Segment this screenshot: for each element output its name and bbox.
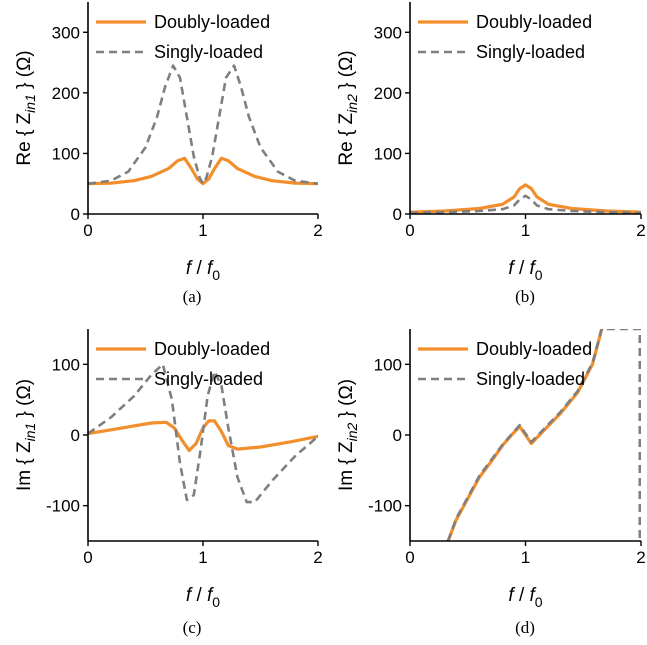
- chart-panel-2: 0 1 2 0 100 200 300 f / f0 Re { Zin2 } (Ω) Doubly…: [336, 2, 646, 306]
- chart-panel-4: 0 1 2 -100 0 100 f / f0 Im { Zin2 } (Ω) Doubly-l…: [336, 329, 646, 637]
- x-tick-label: 0: [405, 548, 414, 567]
- panel-caption: (c): [183, 618, 202, 637]
- panel-caption: (d): [515, 618, 535, 637]
- x-tick-label: 0: [83, 548, 92, 567]
- x-axis-label: f / f0: [508, 258, 542, 283]
- y-tick-label: 0: [393, 205, 402, 224]
- x-tick-label: 0: [83, 221, 92, 240]
- legend-label: Doubly-loaded: [476, 12, 592, 32]
- legend-label: Singly-loaded: [476, 42, 585, 62]
- chart-panel-3: 0 1 2 -100 0 100 f / f0 Im { Zin1 } (Ω) Doubly-l…: [14, 329, 323, 637]
- chart-panel-1: 0 1 2 0 100 200 300 f / f0 Re { Zin1 } (Ω) Doubly…: [14, 2, 323, 306]
- x-tick-label: 1: [198, 221, 207, 240]
- legend: Doubly-loaded Singly-loaded: [96, 339, 270, 389]
- x-tick-label: 2: [313, 548, 322, 567]
- y-tick-label: 300: [374, 23, 402, 42]
- legend-label: Doubly-loaded: [154, 12, 270, 32]
- y-tick-label: 100: [52, 355, 80, 374]
- x-tick-label: 2: [636, 221, 645, 240]
- y-tick-label: 300: [52, 23, 80, 42]
- x-tick-label: 2: [313, 221, 322, 240]
- x-tick-label: 1: [521, 221, 530, 240]
- y-axis-label: Im { Zin2 } (Ω): [336, 379, 360, 491]
- y-axis-label: Re { Zin1 } (Ω): [14, 50, 38, 165]
- legend-label: Singly-loaded: [154, 42, 263, 62]
- y-tick-label: -100: [46, 497, 80, 516]
- x-tick-label: 0: [405, 221, 414, 240]
- series-line-doubly-loaded: [410, 183, 641, 214]
- y-tick-label: 100: [374, 144, 402, 163]
- series-group: [88, 362, 318, 504]
- series-group: [446, 329, 641, 541]
- legend-label: Singly-loaded: [476, 369, 585, 389]
- series-group: [410, 183, 641, 214]
- y-tick-label: 0: [71, 205, 80, 224]
- series-line-singly-loaded: [446, 329, 641, 541]
- y-tick-label: 100: [52, 144, 80, 163]
- y-tick-label: 0: [71, 426, 80, 445]
- y-tick-label: 200: [52, 84, 80, 103]
- x-axis-label: f / f0: [186, 258, 220, 283]
- x-axis-label: f / f0: [508, 585, 542, 610]
- legend: Doubly-loaded Singly-loaded: [418, 339, 592, 389]
- x-axis-label: f / f0: [186, 585, 220, 610]
- x-tick-label: 2: [636, 548, 645, 567]
- legend-label: Doubly-loaded: [154, 339, 270, 359]
- legend-label: Doubly-loaded: [476, 339, 592, 359]
- panel-caption: (b): [515, 287, 535, 306]
- x-tick-label: 1: [521, 548, 530, 567]
- y-tick-label: -100: [368, 497, 402, 516]
- legend: Doubly-loaded Singly-loaded: [418, 12, 592, 62]
- series-group: [88, 64, 318, 186]
- series-line-doubly-loaded: [88, 156, 318, 186]
- series-line-singly-loaded: [88, 64, 318, 185]
- legend-label: Singly-loaded: [154, 369, 263, 389]
- y-axis-label: Re { Zin2 } (Ω): [336, 50, 360, 165]
- y-tick-label: 100: [374, 355, 402, 374]
- y-axis-label: Im { Zin1 } (Ω): [14, 379, 38, 491]
- panel-caption: (a): [183, 287, 202, 306]
- y-tick-label: 0: [393, 426, 402, 445]
- y-tick-label: 200: [374, 84, 402, 103]
- legend: Doubly-loaded Singly-loaded: [96, 12, 270, 62]
- series-line-singly-loaded: [410, 194, 641, 214]
- x-tick-label: 1: [198, 548, 207, 567]
